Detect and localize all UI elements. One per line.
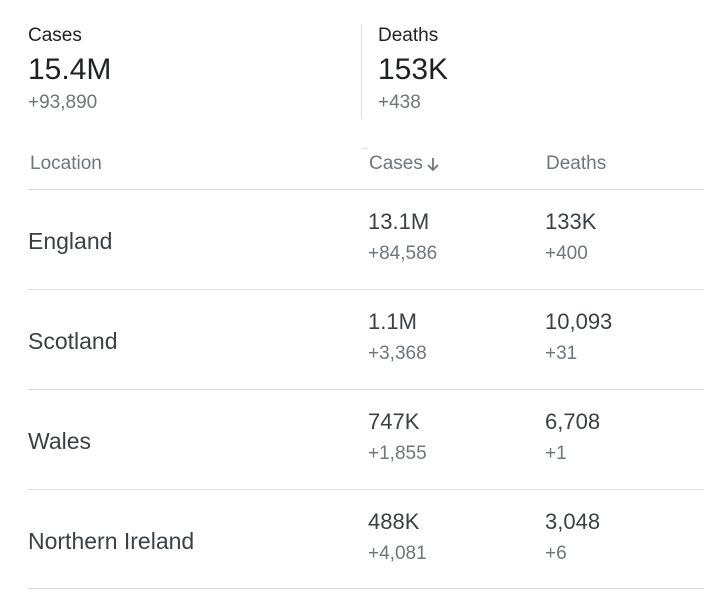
row-deaths-value: 133K — [545, 209, 597, 234]
header-deaths-label: Deaths — [546, 153, 607, 174]
row-cases: 13.1M +84,586 — [368, 208, 437, 266]
arrow-down-icon — [427, 158, 439, 172]
row-location: Wales — [28, 428, 92, 454]
header-cases-sort[interactable]: Cases — [369, 152, 441, 176]
row-location: Northern Ireland — [28, 528, 195, 554]
row-location: Scotland — [28, 328, 118, 354]
row-deaths: 3,048 +6 — [545, 508, 600, 566]
table-row[interactable]: Northern Ireland 488K +4,081 3,048 +6 — [28, 490, 704, 589]
header-location[interactable]: Location — [30, 152, 102, 176]
header-cases-label: Cases — [369, 153, 423, 174]
row-cases-value: 488K — [368, 509, 420, 534]
column-divider — [362, 148, 368, 149]
location-table: Location Cases Deaths England 13.1M +84,… — [28, 140, 704, 589]
row-deaths-value: 6,708 — [545, 409, 601, 434]
header-location-label: Location — [30, 153, 102, 174]
row-cases: 488K +4,081 — [368, 508, 427, 566]
total-deaths-stat: Deaths 153K +438 — [378, 24, 448, 115]
summary-divider — [361, 24, 362, 119]
row-deaths-delta: +31 — [545, 343, 578, 364]
table-row[interactable]: Wales 747K +1,855 6,708 +1 — [28, 390, 704, 490]
row-deaths: 6,708 +1 — [545, 408, 600, 466]
table-row[interactable]: England 13.1M +84,586 133K +400 — [28, 190, 704, 290]
row-cases-value: 747K — [368, 409, 420, 434]
row-cases-delta: +4,081 — [368, 543, 427, 564]
row-deaths-delta: +400 — [545, 243, 588, 264]
row-cases-value: 13.1M — [368, 209, 430, 234]
header-deaths[interactable]: Deaths — [546, 152, 606, 176]
row-deaths-value: 10,093 — [545, 309, 613, 334]
table-row[interactable]: Scotland 1.1M +3,368 10,093 +31 — [28, 290, 704, 390]
total-deaths-label: Deaths — [378, 25, 439, 46]
total-cases-label: Cases — [28, 25, 82, 46]
total-deaths-value: 153K — [378, 53, 449, 86]
row-deaths-delta: +6 — [545, 543, 567, 564]
row-deaths-delta: +1 — [545, 443, 567, 464]
row-deaths-value: 3,048 — [545, 509, 601, 534]
table-header: Location Cases Deaths — [28, 140, 704, 190]
row-cases-delta: +1,855 — [368, 443, 427, 464]
row-cases: 747K +1,855 — [368, 408, 427, 466]
total-cases-stat: Cases 15.4M +93,890 — [28, 24, 111, 115]
total-deaths-delta: +438 — [378, 92, 421, 113]
row-deaths: 133K +400 — [545, 208, 596, 266]
row-deaths: 10,093 +31 — [545, 308, 612, 366]
row-cases: 1.1M +3,368 — [368, 308, 427, 366]
row-cases-value: 1.1M — [368, 309, 417, 334]
row-cases-delta: +3,368 — [368, 343, 427, 364]
summary-panel: Cases 15.4M +93,890 Deaths 153K +438 — [0, 0, 704, 140]
total-cases-value: 15.4M — [28, 53, 112, 86]
row-location: England — [28, 228, 113, 254]
row-cases-delta: +84,586 — [368, 243, 438, 264]
total-cases-delta: +93,890 — [28, 92, 98, 113]
